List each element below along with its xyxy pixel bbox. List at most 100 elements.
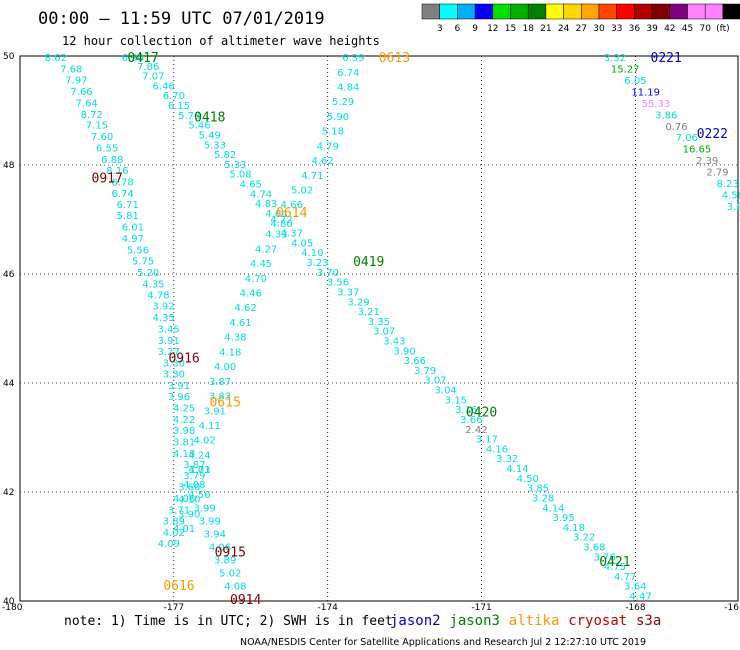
data-point: 4.10 [178, 495, 200, 506]
data-point: 4.84 [337, 83, 359, 94]
track-label: 0222 [697, 127, 728, 142]
colorbar-swatch [651, 3, 671, 20]
track-label: 0421 [599, 555, 630, 570]
data-point: 4.45 [250, 259, 272, 270]
colorbar-label: 45 [682, 24, 693, 34]
data-point: 4.46 [240, 289, 262, 300]
data-point: 3.79 [414, 366, 436, 377]
data-point: 6.55 [96, 144, 118, 155]
data-point: 6.46 [152, 81, 174, 92]
data-point: 4.72 [270, 215, 292, 226]
data-point: 6.71 [117, 200, 139, 211]
data-point: 4.97 [122, 234, 144, 245]
data-point: 2.39 [696, 156, 718, 167]
chart-footer: note: 1) Time is in UTC; 2) SWH is in fe… [64, 613, 661, 648]
track-label: 0417 [127, 51, 158, 66]
data-point: 3. [738, 213, 740, 224]
colorbar-swatch [421, 3, 440, 20]
x-tick-label: -180 [2, 603, 23, 613]
data-point: 3.28 [532, 493, 554, 504]
data-point: 5.82 [214, 150, 236, 161]
data-point: 3.32 [604, 53, 626, 64]
colorbar-swatch [722, 3, 740, 20]
x-tick-label: -174 [317, 603, 338, 613]
data-point: 2.42 [465, 425, 487, 436]
data-point: 4.25 [173, 404, 195, 415]
data-point: 8.62 [45, 53, 67, 64]
data-point: 4.58 [722, 190, 740, 201]
legend-item: jason3 [449, 613, 500, 629]
track-label: 0613 [379, 51, 410, 66]
data-point: 3.68 [583, 543, 605, 554]
data-point: 4.62 [235, 303, 257, 314]
data-point: 3.88 [727, 202, 740, 213]
track-label: 0221 [651, 51, 682, 66]
data-point: 5.33 [224, 160, 246, 171]
data-point: 4.01 [173, 524, 195, 535]
colorbar-label: 6 [455, 24, 461, 34]
data-point: 4.35 [152, 313, 174, 324]
data-point: 5.02 [219, 569, 241, 580]
data-point: 4.24 [188, 450, 210, 461]
chart-title: 00:00 – 11:59 UTC 07/01/2019 [38, 9, 325, 29]
colorbar-swatch [598, 3, 617, 20]
data-point: 4.64 [265, 209, 287, 220]
colorbar-swatch [474, 3, 494, 20]
colorbar-label: 12 [487, 24, 498, 34]
track-label: 0916 [168, 351, 199, 366]
data-point: 55.33 [642, 99, 671, 110]
y-tick-label: 50 [3, 52, 15, 62]
track-labels: 0417 0418 0917 0614 0613 0419 0916 0615 0420 0915… [92, 51, 728, 608]
track-label: 0615 [209, 396, 240, 411]
colorbar-label: 27 [576, 24, 587, 34]
data-point: 3.99 [193, 503, 215, 514]
track-label: 0419 [353, 255, 384, 270]
data-point: 4.18 [563, 523, 585, 534]
data-point: 4.35 [142, 279, 164, 290]
data-point: 4.47 [629, 592, 651, 603]
colorbar-swatch [704, 3, 724, 20]
x-tick-label: -168 [625, 603, 646, 613]
data-point: 4.06 [209, 543, 231, 554]
colorbar-swatch [439, 3, 458, 20]
data-point: 5.49 [199, 130, 221, 141]
colorbar-swatch [545, 3, 564, 20]
data-point: 4.56 [188, 490, 210, 501]
data-point: 4.06 [173, 494, 195, 505]
data-point: 8.23 [717, 179, 739, 190]
track-label: 0917 [92, 172, 123, 187]
data-point: 6.05 [624, 76, 646, 87]
data-point: 6.74 [337, 68, 359, 79]
x-tick-label: -16 [724, 603, 739, 613]
colorbar-label: 24 [558, 24, 570, 34]
data-point: 3.66 [460, 415, 482, 426]
plot-border [19, 55, 739, 602]
data-point: 3.66 [404, 356, 426, 367]
data-point: 3.22 [573, 533, 595, 544]
colorbar-label: 9 [472, 24, 478, 34]
data-point: 6.88 [101, 155, 123, 166]
data-point: 4.79 [317, 141, 339, 152]
data-point: 7.86 [137, 62, 159, 73]
data-point: 3.07 [424, 376, 446, 387]
data-point: 11.19 [631, 87, 660, 98]
data-point: 3.37 [337, 287, 359, 298]
data-point: 6.90 [122, 53, 144, 64]
data-point: 2.79 [706, 168, 728, 179]
data-point: 3.17 [476, 435, 498, 446]
data-point: 4.11 [199, 421, 221, 432]
data-point: 7.60 [91, 132, 113, 143]
colorbar-swatch [581, 3, 600, 20]
data-point: 6.39 [342, 53, 364, 64]
data-point: 4.61 [229, 318, 251, 329]
data-point: 4.08 [183, 480, 205, 491]
chart-subtitle: 12 hour collection of altimeter wave hei… [62, 34, 380, 48]
data-point: 6.01 [122, 223, 144, 234]
data-point: 4.18 [219, 347, 241, 358]
colorbar-swatch [687, 3, 706, 20]
data-point: 7.64 [76, 98, 98, 109]
data-point: 3.91 [204, 406, 226, 417]
data-point: 3.43 [383, 336, 405, 347]
satellite-legend: jason2 jason3 altika cryosat s3a [390, 613, 661, 629]
